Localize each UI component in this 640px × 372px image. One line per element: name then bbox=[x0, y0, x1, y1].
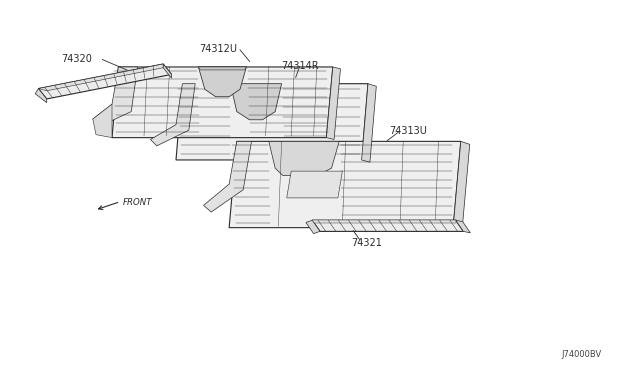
Polygon shape bbox=[38, 64, 163, 91]
Polygon shape bbox=[362, 84, 376, 162]
Text: 74313U: 74313U bbox=[389, 126, 427, 136]
Polygon shape bbox=[326, 67, 340, 140]
Text: 74312U: 74312U bbox=[200, 44, 237, 54]
Text: J74000BV: J74000BV bbox=[561, 350, 602, 359]
Polygon shape bbox=[38, 64, 172, 99]
Polygon shape bbox=[312, 220, 456, 223]
Polygon shape bbox=[163, 64, 172, 78]
Text: 74320: 74320 bbox=[61, 54, 92, 64]
Polygon shape bbox=[93, 104, 112, 138]
Polygon shape bbox=[312, 220, 463, 231]
Polygon shape bbox=[35, 89, 47, 103]
Polygon shape bbox=[306, 220, 320, 234]
Text: FRONT: FRONT bbox=[123, 198, 152, 207]
Text: 74321: 74321 bbox=[351, 238, 381, 247]
Polygon shape bbox=[287, 171, 342, 198]
Polygon shape bbox=[269, 141, 339, 176]
Polygon shape bbox=[198, 67, 246, 97]
Polygon shape bbox=[93, 67, 138, 126]
Polygon shape bbox=[198, 67, 246, 70]
Polygon shape bbox=[229, 141, 461, 228]
Polygon shape bbox=[176, 84, 368, 160]
Polygon shape bbox=[230, 84, 282, 120]
Text: 74314R: 74314R bbox=[282, 61, 319, 71]
Polygon shape bbox=[112, 67, 333, 138]
Polygon shape bbox=[453, 141, 470, 230]
Polygon shape bbox=[150, 84, 195, 146]
Polygon shape bbox=[204, 141, 252, 212]
Polygon shape bbox=[456, 220, 470, 233]
